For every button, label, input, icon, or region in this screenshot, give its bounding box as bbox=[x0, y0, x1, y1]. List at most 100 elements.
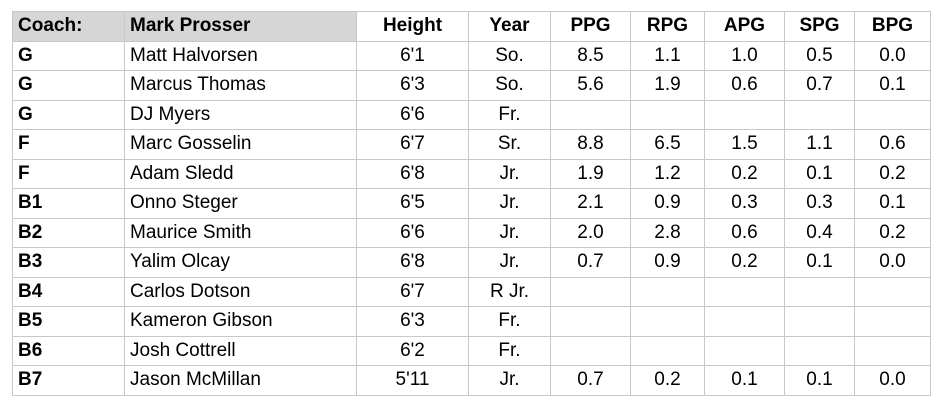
stat-ppg: 8.8 bbox=[550, 129, 631, 160]
stat-rpg: 2.8 bbox=[630, 217, 705, 248]
player-year: Sr. bbox=[468, 129, 551, 160]
stat-apg: 0.2 bbox=[704, 158, 785, 189]
roster-body: G Matt Halvorsen 6'1 So. 8.5 1.1 1.0 0.5 0.0 G Mar… bbox=[12, 40, 931, 396]
player-position: B5 bbox=[12, 306, 125, 337]
stat-ppg bbox=[550, 99, 631, 130]
player-year: Jr. bbox=[468, 217, 551, 248]
stat-apg: 0.3 bbox=[704, 188, 785, 219]
player-name: DJ Myers bbox=[124, 99, 357, 130]
player-height: 6'6 bbox=[356, 99, 469, 130]
player-year: So. bbox=[468, 70, 551, 101]
stat-ppg: 2.0 bbox=[550, 217, 631, 248]
stat-rpg: 0.2 bbox=[630, 365, 705, 396]
stat-rpg bbox=[630, 99, 705, 130]
stat-ppg: 1.9 bbox=[550, 158, 631, 189]
player-year: Fr. bbox=[468, 335, 551, 366]
stat-apg: 0.6 bbox=[704, 217, 785, 248]
stat-bpg: 0.2 bbox=[854, 217, 931, 248]
stat-rpg bbox=[630, 276, 705, 307]
stat-rpg bbox=[630, 306, 705, 337]
player-position: G bbox=[12, 99, 125, 130]
stat-spg: 0.3 bbox=[784, 188, 855, 219]
stat-apg: 0.2 bbox=[704, 247, 785, 278]
stat-bpg bbox=[854, 335, 931, 366]
stat-apg: 0.1 bbox=[704, 365, 785, 396]
table-row: G Marcus Thomas 6'3 So. 5.6 1.9 0.6 0.7 0.1 bbox=[12, 70, 931, 101]
player-position: G bbox=[12, 70, 125, 101]
table-row: G DJ Myers 6'6 Fr. bbox=[12, 99, 931, 130]
player-position: B1 bbox=[12, 188, 125, 219]
player-name: Marcus Thomas bbox=[124, 70, 357, 101]
player-position: B4 bbox=[12, 276, 125, 307]
table-row: B5 Kameron Gibson 6'3 Fr. bbox=[12, 306, 931, 337]
stat-ppg: 5.6 bbox=[550, 70, 631, 101]
player-height: 6'2 bbox=[356, 335, 469, 366]
stat-bpg: 0.0 bbox=[854, 40, 931, 71]
stat-spg bbox=[784, 276, 855, 307]
player-name: Maurice Smith bbox=[124, 217, 357, 248]
player-year: Jr. bbox=[468, 158, 551, 189]
stat-rpg: 1.9 bbox=[630, 70, 705, 101]
player-name: Jason McMillan bbox=[124, 365, 357, 396]
table-row: B2 Maurice Smith 6'6 Jr. 2.0 2.8 0.6 0.4 0.2 bbox=[12, 217, 931, 248]
table-row: B6 Josh Cottrell 6'2 Fr. bbox=[12, 335, 931, 366]
stat-apg: 0.6 bbox=[704, 70, 785, 101]
stat-bpg bbox=[854, 99, 931, 130]
stat-bpg: 0.1 bbox=[854, 188, 931, 219]
stat-ppg bbox=[550, 306, 631, 337]
stat-bpg bbox=[854, 276, 931, 307]
stat-rpg: 0.9 bbox=[630, 188, 705, 219]
stat-ppg: 0.7 bbox=[550, 247, 631, 278]
player-name: Adam Sledd bbox=[124, 158, 357, 189]
stat-bpg: 0.6 bbox=[854, 129, 931, 160]
roster-table: Coach: Mark Prosser Height Year PPG RPG … bbox=[12, 11, 931, 396]
player-name: Kameron Gibson bbox=[124, 306, 357, 337]
stat-apg bbox=[704, 335, 785, 366]
stat-ppg: 2.1 bbox=[550, 188, 631, 219]
column-header-rpg: RPG bbox=[630, 11, 705, 42]
player-height: 6'1 bbox=[356, 40, 469, 71]
player-height: 6'7 bbox=[356, 129, 469, 160]
player-position: F bbox=[12, 129, 125, 160]
player-year: Jr. bbox=[468, 188, 551, 219]
player-name: Josh Cottrell bbox=[124, 335, 357, 366]
column-header-bpg: BPG bbox=[854, 11, 931, 42]
stat-spg: 0.1 bbox=[784, 247, 855, 278]
stat-rpg bbox=[630, 335, 705, 366]
stat-apg: 1.0 bbox=[704, 40, 785, 71]
stat-spg: 0.7 bbox=[784, 70, 855, 101]
player-position: G bbox=[12, 40, 125, 71]
player-height: 6'7 bbox=[356, 276, 469, 307]
column-header-apg: APG bbox=[704, 11, 785, 42]
player-height: 6'8 bbox=[356, 158, 469, 189]
stat-ppg bbox=[550, 335, 631, 366]
player-name: Matt Halvorsen bbox=[124, 40, 357, 71]
table-row: B7 Jason McMillan 5'11 Jr. 0.7 0.2 0.1 0.1 0.0 bbox=[12, 365, 931, 396]
player-height: 6'8 bbox=[356, 247, 469, 278]
stat-ppg bbox=[550, 276, 631, 307]
stat-apg bbox=[704, 306, 785, 337]
stat-bpg: 0.0 bbox=[854, 247, 931, 278]
player-year: Fr. bbox=[468, 99, 551, 130]
table-row: G Matt Halvorsen 6'1 So. 8.5 1.1 1.0 0.5 0.0 bbox=[12, 40, 931, 71]
stat-ppg: 8.5 bbox=[550, 40, 631, 71]
player-height: 6'3 bbox=[356, 70, 469, 101]
player-year: R Jr. bbox=[468, 276, 551, 307]
stat-spg bbox=[784, 99, 855, 130]
stat-bpg: 0.0 bbox=[854, 365, 931, 396]
stat-rpg: 0.9 bbox=[630, 247, 705, 278]
header-row: Coach: Mark Prosser Height Year PPG RPG … bbox=[12, 11, 931, 42]
table-row: B1 Onno Steger 6'5 Jr. 2.1 0.9 0.3 0.3 0.1 bbox=[12, 188, 931, 219]
stat-apg bbox=[704, 276, 785, 307]
table-row: B4 Carlos Dotson 6'7 R Jr. bbox=[12, 276, 931, 307]
stat-rpg: 1.2 bbox=[630, 158, 705, 189]
player-height: 5'11 bbox=[356, 365, 469, 396]
stat-spg bbox=[784, 335, 855, 366]
player-height: 6'5 bbox=[356, 188, 469, 219]
player-year: Fr. bbox=[468, 306, 551, 337]
column-header-ppg: PPG bbox=[550, 11, 631, 42]
stat-bpg: 0.1 bbox=[854, 70, 931, 101]
player-height: 6'6 bbox=[356, 217, 469, 248]
stat-spg: 1.1 bbox=[784, 129, 855, 160]
table-row: B3 Yalim Olcay 6'8 Jr. 0.7 0.9 0.2 0.1 0.0 bbox=[12, 247, 931, 278]
